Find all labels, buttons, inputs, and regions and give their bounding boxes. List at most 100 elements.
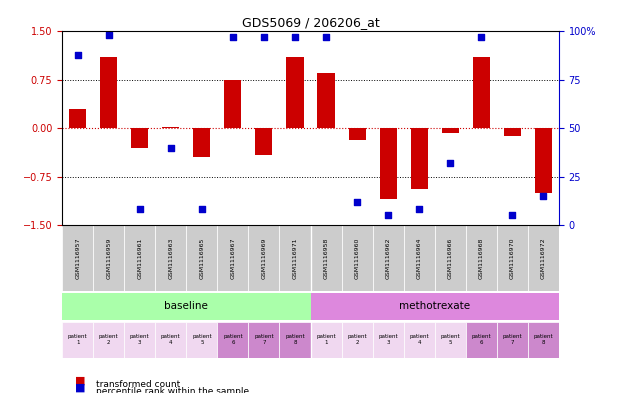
- FancyBboxPatch shape: [93, 225, 124, 291]
- Text: GSM1116964: GSM1116964: [417, 237, 422, 279]
- FancyBboxPatch shape: [62, 225, 93, 291]
- Text: GSM1116959: GSM1116959: [106, 237, 111, 279]
- Text: ■: ■: [75, 375, 85, 385]
- Bar: [535, 128, 552, 193]
- Text: GSM1116972: GSM1116972: [541, 237, 546, 279]
- Text: patient
5: patient 5: [192, 334, 212, 345]
- Bar: [504, 128, 521, 136]
- Text: GSM1116968: GSM1116968: [479, 237, 484, 279]
- Text: GSM1116971: GSM1116971: [292, 237, 297, 279]
- Text: patient
4: patient 4: [161, 334, 181, 345]
- Text: GSM1116969: GSM1116969: [261, 237, 266, 279]
- FancyBboxPatch shape: [528, 225, 559, 291]
- Text: patient
8: patient 8: [285, 334, 305, 345]
- FancyBboxPatch shape: [466, 225, 497, 291]
- Bar: [317, 73, 335, 128]
- Text: baseline: baseline: [165, 301, 208, 312]
- Point: [321, 34, 331, 40]
- Text: patient
8: patient 8: [533, 334, 553, 345]
- FancyBboxPatch shape: [155, 322, 186, 358]
- Text: methotrexate: methotrexate: [399, 301, 470, 312]
- FancyBboxPatch shape: [217, 225, 248, 291]
- Text: patient
7: patient 7: [502, 334, 522, 345]
- Text: GSM1116967: GSM1116967: [230, 237, 235, 279]
- Text: patient
2: patient 2: [347, 334, 367, 345]
- FancyBboxPatch shape: [435, 225, 466, 291]
- Bar: [131, 128, 148, 147]
- FancyBboxPatch shape: [497, 225, 528, 291]
- Bar: [69, 109, 86, 128]
- FancyBboxPatch shape: [62, 322, 93, 358]
- FancyBboxPatch shape: [186, 225, 217, 291]
- FancyBboxPatch shape: [155, 225, 186, 291]
- FancyBboxPatch shape: [310, 225, 342, 291]
- Bar: [224, 80, 242, 128]
- Text: GSM1116970: GSM1116970: [510, 237, 515, 279]
- Text: GSM1116962: GSM1116962: [386, 237, 391, 279]
- Point: [445, 160, 455, 166]
- FancyBboxPatch shape: [497, 322, 528, 358]
- FancyBboxPatch shape: [404, 225, 435, 291]
- Text: patient
5: patient 5: [440, 334, 460, 345]
- Text: patient
1: patient 1: [68, 334, 88, 345]
- FancyBboxPatch shape: [342, 322, 373, 358]
- FancyBboxPatch shape: [528, 322, 559, 358]
- FancyBboxPatch shape: [435, 322, 466, 358]
- Point: [507, 212, 517, 219]
- Text: GSM1116961: GSM1116961: [137, 237, 142, 279]
- Bar: [410, 128, 428, 189]
- Text: patient
6: patient 6: [471, 334, 491, 345]
- FancyBboxPatch shape: [248, 225, 279, 291]
- Text: patient
1: patient 1: [316, 334, 336, 345]
- Bar: [100, 57, 117, 128]
- Text: transformed count: transformed count: [96, 380, 181, 389]
- Bar: [379, 128, 397, 199]
- FancyBboxPatch shape: [466, 322, 497, 358]
- FancyBboxPatch shape: [248, 322, 279, 358]
- Bar: [473, 57, 490, 128]
- Text: GSM1116963: GSM1116963: [168, 237, 173, 279]
- Text: GSM1116965: GSM1116965: [199, 237, 204, 279]
- Point: [104, 32, 114, 39]
- Point: [476, 34, 486, 40]
- FancyBboxPatch shape: [186, 322, 217, 358]
- Text: GSM1116957: GSM1116957: [75, 237, 80, 279]
- Bar: [162, 127, 179, 128]
- Bar: [255, 128, 273, 155]
- Bar: [442, 128, 459, 133]
- Text: GSM1116958: GSM1116958: [324, 237, 329, 279]
- Point: [290, 34, 300, 40]
- Text: patient
3: patient 3: [130, 334, 150, 345]
- FancyBboxPatch shape: [342, 225, 373, 291]
- FancyBboxPatch shape: [93, 322, 124, 358]
- Text: patient
4: patient 4: [409, 334, 429, 345]
- FancyBboxPatch shape: [404, 322, 435, 358]
- Bar: [348, 128, 366, 140]
- FancyBboxPatch shape: [310, 293, 559, 320]
- FancyBboxPatch shape: [373, 322, 404, 358]
- Bar: [286, 57, 304, 128]
- FancyBboxPatch shape: [217, 322, 248, 358]
- Point: [259, 34, 269, 40]
- Text: ■: ■: [75, 382, 85, 392]
- Point: [414, 206, 424, 213]
- Title: GDS5069 / 206206_at: GDS5069 / 206206_at: [242, 16, 379, 29]
- FancyBboxPatch shape: [279, 225, 310, 291]
- Bar: [193, 128, 211, 157]
- Point: [73, 51, 83, 58]
- FancyBboxPatch shape: [124, 225, 155, 291]
- FancyBboxPatch shape: [62, 293, 310, 320]
- Point: [135, 206, 145, 213]
- Text: patient
3: patient 3: [378, 334, 398, 345]
- Point: [383, 212, 393, 219]
- FancyBboxPatch shape: [124, 322, 155, 358]
- Text: percentile rank within the sample: percentile rank within the sample: [96, 387, 250, 393]
- FancyBboxPatch shape: [310, 322, 342, 358]
- FancyBboxPatch shape: [373, 225, 404, 291]
- Point: [352, 198, 362, 205]
- Text: patient
2: patient 2: [99, 334, 119, 345]
- Point: [166, 144, 176, 151]
- Point: [538, 193, 548, 199]
- Point: [197, 206, 207, 213]
- Text: patient
6: patient 6: [223, 334, 243, 345]
